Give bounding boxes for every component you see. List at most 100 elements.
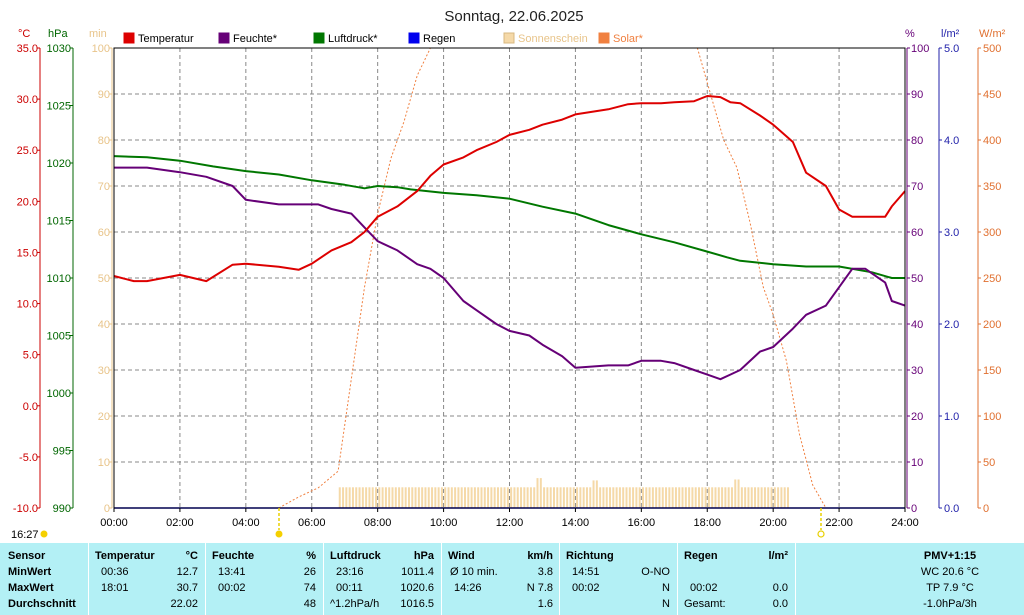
sunshine-bar — [365, 487, 368, 508]
sunshine-bar — [684, 487, 687, 508]
humidity-avg: 48 — [303, 598, 316, 610]
rain-max-time: 00:02 — [690, 582, 718, 594]
sunshine-bar — [391, 487, 394, 508]
sunshine-bar — [361, 487, 364, 508]
pmv-title: PMV+1:15 — [923, 550, 977, 562]
tick-label-right_percent: 0 — [911, 503, 917, 515]
sunshine-bar — [368, 487, 371, 508]
sunshine-bar — [470, 487, 473, 508]
x-tick-label: 00:00 — [100, 517, 128, 529]
x-tick-label: 02:00 — [166, 517, 194, 529]
sunshine-bar — [427, 487, 430, 508]
pressure-trend-3h: -1.0hPa/3h — [923, 598, 977, 610]
legend-swatch-pressure — [313, 32, 325, 44]
sunshine-bar — [628, 487, 631, 508]
pressure-min-time: 23:16 — [336, 566, 364, 578]
series-line-solar — [278, 47, 827, 509]
direction-min: O-NO — [641, 566, 670, 578]
tick-label-right_solar: 350 — [983, 181, 1001, 193]
sunshine-bar — [681, 487, 684, 508]
sunshine-bar — [378, 487, 381, 508]
sunshine-bar — [467, 487, 470, 508]
tick-label-right_solar: 50 — [983, 457, 995, 469]
sunshine-bar — [384, 487, 387, 508]
sunshine-bar — [487, 487, 490, 508]
sunshine-bar — [602, 487, 605, 508]
sunshine-bar — [431, 487, 434, 508]
sunshine-bar — [767, 487, 770, 508]
sunshine-bar — [651, 487, 654, 508]
sunshine-bar — [658, 487, 661, 508]
tick-label-left_hpa: 1030 — [47, 43, 71, 55]
axis-unit-rain: l/m² — [941, 28, 960, 40]
sunshine-bar — [595, 480, 598, 508]
temperature-max: 30.7 — [176, 582, 198, 594]
legend-label-rain: Regen — [423, 33, 455, 45]
sunshine-bar — [477, 487, 480, 508]
legend-swatch-solar — [598, 32, 610, 44]
sunset-icon — [817, 530, 825, 538]
tick-label-right_percent: 30 — [911, 365, 923, 377]
pressure-max: 1020.6 — [400, 582, 434, 594]
sunshine-bar — [576, 487, 579, 508]
sunshine-bar — [777, 487, 780, 508]
tick-label-left_hpa: 1005 — [47, 331, 71, 343]
tick-label-left_hpa: 1000 — [47, 388, 71, 400]
sunshine-bar — [727, 487, 730, 508]
sunshine-bar — [721, 487, 724, 508]
sunshine-bar — [523, 487, 526, 508]
sunshine-bar — [539, 478, 542, 508]
legend-label-temperature: Temperatur — [138, 33, 194, 45]
sunshine-bar — [773, 487, 776, 508]
sunshine-bar — [635, 487, 638, 508]
x-tick-label: 06:00 — [298, 517, 326, 529]
sunshine-bar — [763, 487, 766, 508]
tick-label-left_min: 30 — [98, 365, 110, 377]
sunshine-bar — [711, 487, 714, 508]
tick-label-right_percent: 10 — [911, 457, 923, 469]
pressure-min: 1011.4 — [401, 566, 434, 578]
sunshine-bar — [526, 487, 529, 508]
tick-label-right_percent: 60 — [911, 227, 923, 239]
sunshine-bar — [417, 487, 420, 508]
sunshine-bar — [338, 487, 341, 508]
row-label-avg: Durchschnitt — [8, 598, 76, 610]
rain-total-label: Gesamt: — [684, 598, 726, 610]
sunshine-bar — [562, 487, 565, 508]
tick-label-right_rain: 3.0 — [944, 227, 959, 239]
direction-avg: N — [662, 598, 670, 610]
sunshine-bar — [707, 487, 710, 508]
row-label-max: MaxWert — [8, 582, 54, 594]
sunshine-bar — [701, 487, 704, 508]
sunshine-bar — [506, 487, 509, 508]
tick-label-left_celsius: 20.0 — [17, 196, 38, 208]
column-divider — [795, 543, 796, 615]
axis-unit-celsius: °C — [18, 28, 30, 40]
statistics-table: Sensor MinWert MaxWert Durchschnitt Temp… — [0, 543, 1024, 615]
sun-icon — [40, 530, 48, 538]
sunshine-bar — [355, 487, 358, 508]
direction-max-time: 00:02 — [572, 582, 600, 594]
tick-label-left_celsius: 30.0 — [17, 94, 38, 106]
sunshine-bar — [457, 487, 460, 508]
sunshine-bar — [398, 487, 401, 508]
tick-label-right_rain: 4.0 — [944, 135, 959, 147]
sunshine-bar — [625, 487, 628, 508]
sunshine-bar — [529, 487, 532, 508]
wind-unit: km/h — [527, 550, 553, 562]
sunshine-bar — [582, 487, 585, 508]
tick-label-left_min: 50 — [98, 273, 110, 285]
sunshine-bar — [464, 487, 467, 508]
sunshine-bar — [424, 487, 427, 508]
sunshine-bar — [404, 487, 407, 508]
sunshine-bar — [622, 487, 625, 508]
tick-label-left_min: 80 — [98, 135, 110, 147]
sunshine-bar — [737, 479, 740, 508]
sunshine-bar — [780, 487, 783, 508]
sunshine-bar — [572, 487, 575, 508]
sunshine-bar — [589, 487, 592, 508]
row-label-min: MinWert — [8, 566, 52, 578]
direction-max: N — [662, 582, 670, 594]
humidity-title: Feuchte — [212, 550, 255, 562]
humidity-max: 74 — [303, 582, 316, 594]
